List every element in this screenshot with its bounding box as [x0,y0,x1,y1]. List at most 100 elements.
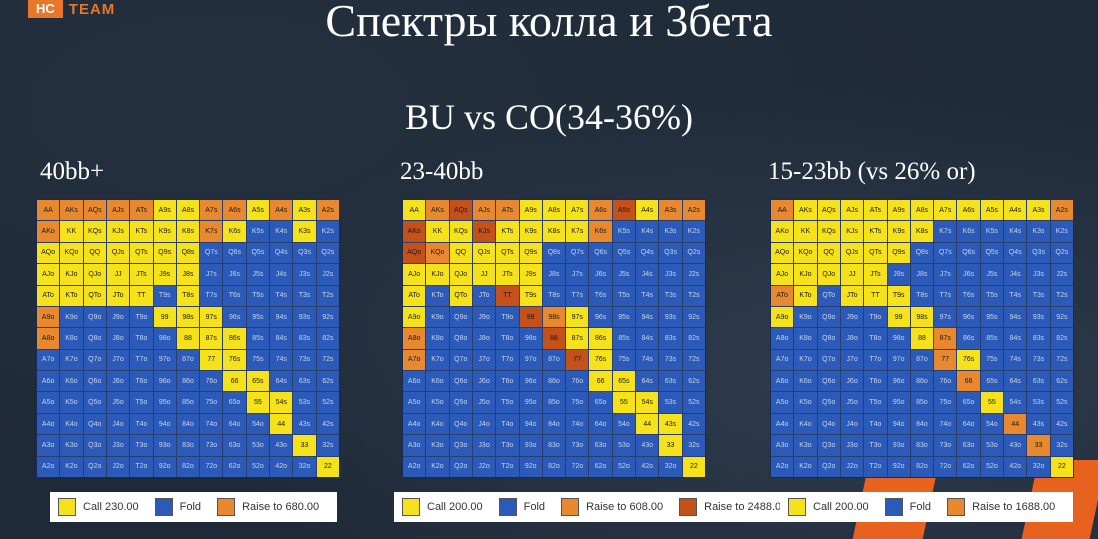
hand-cell: 42s [682,413,705,435]
hand-cell: T8s [910,285,934,306]
hand-cell: 87s [566,328,589,349]
hand-cell: T7o [496,349,519,371]
hand-cell: T7o [130,349,153,371]
hand-cell: 63o [957,435,980,456]
hand-cell: KK [60,221,83,242]
hand-cell: J2o [840,456,864,477]
hand-cell: T2s [682,285,705,306]
hand-cell: 97o [519,349,542,371]
hand-cell: K7s [566,221,589,242]
hand-cell: 92s [1050,306,1073,328]
hand-cell: 54s [270,392,293,413]
hand-cell: 64o [957,413,980,435]
hand-cell: 54o [980,413,1004,435]
hand-cell: 74o [200,413,223,435]
legend-swatch-call [402,498,420,516]
hand-cell: Q6o [817,371,840,392]
hand-cell: 63o [589,435,612,456]
legend-label: Call 200.00 [813,501,869,513]
hand-cell: J5o [106,392,130,413]
hand-cell: 62o [223,456,246,477]
hand-cell: 76o [934,371,957,392]
hand-cell: J4s [1004,264,1027,285]
hand-cell: 88 [910,328,934,349]
hand-cell: 44 [636,413,659,435]
hand-cell: Q9o [817,306,840,328]
hand-cell: A9s [519,200,542,221]
hand-cell: K4s [1004,221,1027,242]
hand-cell: KQo [794,242,817,264]
hand-cell: T6s [223,285,246,306]
hand-cell: 33 [659,435,682,456]
hand-cell: J7s [200,264,223,285]
hand-cell: A8o [403,328,426,349]
hand-cell: QTs [496,242,519,264]
hand-cell: 95s [980,306,1004,328]
hand-cell: 73o [934,435,957,456]
hand-cell: 74s [636,349,659,371]
hand-cell: A3o [37,435,60,456]
hand-cell: 65s [980,371,1004,392]
legend-label: Raise to 680.00 [242,501,320,513]
hand-cell: 97s [566,306,589,328]
hand-cell: 92s [682,306,705,328]
hand-cell: 65o [589,392,612,413]
hand-cell: K8o [60,328,83,349]
hand-cell: J9s [887,264,910,285]
hand-cell: A7o [37,349,60,371]
hand-cell: K9o [426,306,449,328]
hand-cell: KJo [426,264,449,285]
hand-cell: AA [403,200,426,221]
hand-cell: T5o [496,392,519,413]
hand-cell: 72o [200,456,223,477]
hand-cell: 63o [223,435,246,456]
hand-cell: 83o [910,435,934,456]
hand-cell: T9o [864,306,887,328]
legend-swatch-raise [217,498,236,516]
hand-cell: T8o [130,328,153,349]
hand-cell: AKo [403,221,426,242]
hand-cell: KJo [794,264,817,285]
hand-cell: 96s [957,306,980,328]
legend-label: Call 230.00 [83,501,139,513]
hand-cell: 52s [316,392,339,413]
hand-cell: JTo [840,285,864,306]
legend-swatch-fold [154,498,173,516]
hand-cell: T9s [887,285,910,306]
hand-cell: K3o [794,435,817,456]
hand-cell: AA [771,200,794,221]
hand-cell: A6s [223,200,246,221]
hand-cell: 85o [910,392,934,413]
hand-cell: A7s [566,200,589,221]
hand-cell: A3s [1027,200,1050,221]
hand-cell: Q4s [1004,242,1027,264]
hand-cell: K4o [60,413,83,435]
hand-cell: A8o [37,328,60,349]
hand-cell: Q5s [980,242,1004,264]
hand-cell: 55 [246,392,270,413]
hand-cell: 73s [293,349,316,371]
hand-cell: Q5o [817,392,840,413]
hand-cell: 74s [270,349,293,371]
hand-cell: J2s [316,264,339,285]
hand-cell: T4s [636,285,659,306]
hand-cell: Q2s [1050,242,1073,264]
hand-cell: A4o [771,413,794,435]
hand-cell: 95s [612,306,636,328]
hand-cell: T5s [246,285,270,306]
hand-cell: Q4s [636,242,659,264]
hand-cell: 99 [153,306,176,328]
hand-cell: T5s [980,285,1004,306]
hand-cell: Q9s [153,242,176,264]
hand-cell: K9s [153,221,176,242]
hand-cell: Q3s [659,242,682,264]
hand-cell: KTo [60,285,83,306]
hand-cell: 76s [223,349,246,371]
hand-cell: Q6o [83,371,106,392]
legend-label: Raise to 2488.00 [704,501,788,513]
hand-cell: T6s [589,285,612,306]
hand-cell: Q2s [316,242,339,264]
hand-cell: 65o [223,392,246,413]
hand-cell: 94s [1004,306,1027,328]
hand-cell: 73o [200,435,223,456]
